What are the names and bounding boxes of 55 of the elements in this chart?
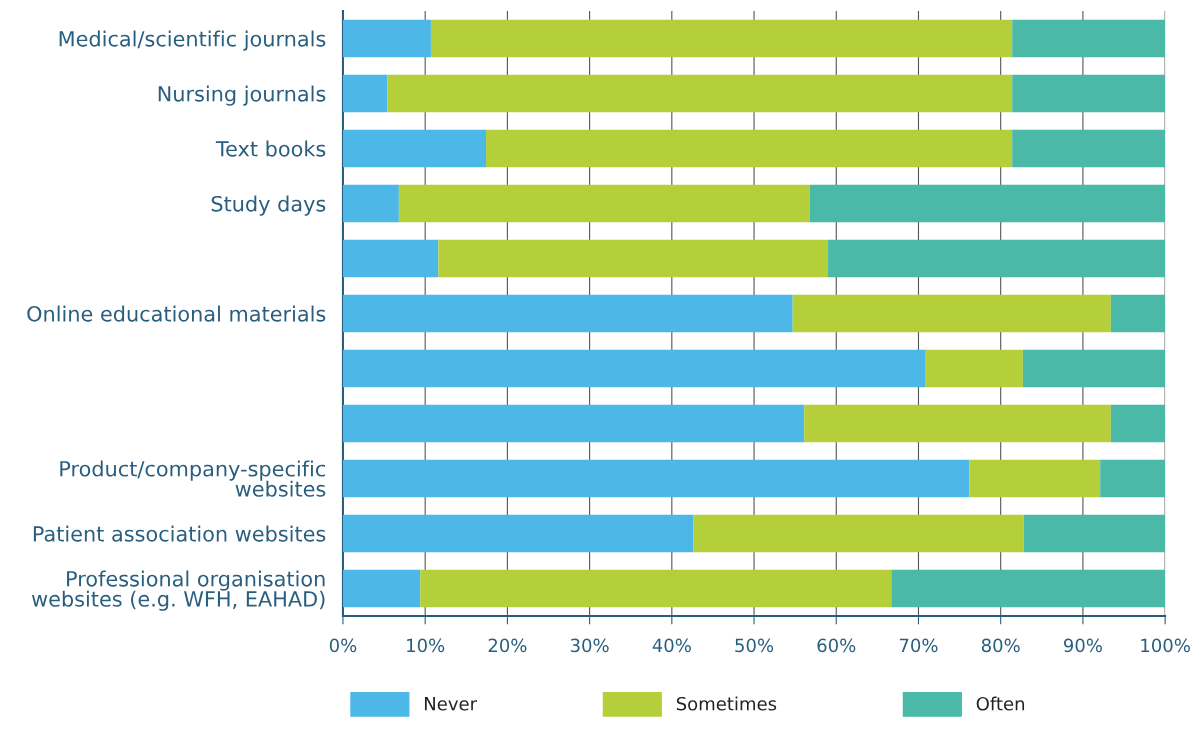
bar (342, 239, 439, 278)
x-tick-label: 80% (981, 638, 1020, 653)
y-tick-label: Product/company-specific websites (60, 460, 326, 497)
y-tick-label: Medical/scientific journals (59, 30, 326, 51)
bar (969, 459, 1101, 498)
bar (398, 184, 810, 223)
bar (828, 239, 1166, 278)
bar (1022, 349, 1166, 388)
legend-label: Sometimes (676, 696, 777, 711)
bar (693, 514, 1024, 553)
bar (486, 129, 1013, 168)
bar (387, 74, 1013, 113)
bar (430, 19, 1013, 58)
x-tick-label: 20% (488, 638, 527, 653)
bar (1012, 129, 1166, 168)
x-tick-label: 40% (652, 638, 691, 653)
y-tick-label: Text books (215, 140, 326, 157)
y-tick-label: Online educational materials (27, 305, 326, 322)
bar (792, 294, 1111, 333)
bar (342, 404, 805, 443)
bar (342, 129, 487, 168)
y-tick-label: Study days (211, 195, 326, 216)
y-tick-label: Nursing journals (158, 85, 326, 106)
bar (1110, 294, 1166, 333)
bar (925, 349, 1023, 388)
bar (1023, 514, 1166, 553)
x-tick-label: 60% (817, 638, 856, 653)
bar (1110, 404, 1166, 443)
bar (809, 184, 1166, 223)
bar (1012, 19, 1166, 58)
x-tick-label: 70% (899, 638, 938, 653)
x-tick-label: 10% (407, 638, 445, 653)
bar (891, 569, 1166, 608)
y-tick-label: Patient association websites (33, 525, 326, 542)
bar (342, 514, 694, 553)
bar (342, 294, 793, 333)
legend-label: Often (976, 696, 1025, 711)
x-tick-label: 0% (329, 638, 357, 653)
bar (438, 239, 829, 278)
bar (342, 459, 970, 498)
x-tick-label: 50% (735, 638, 774, 653)
y-tick-label: Professional organisation websites (e.g. WFH, EAHAD) (31, 570, 325, 611)
x-tick-label: 90% (1063, 638, 1102, 653)
x-tick-label: 100% (1141, 638, 1190, 653)
bar (1100, 459, 1166, 498)
bar (804, 404, 1111, 443)
bar (420, 569, 892, 608)
bar (342, 349, 926, 388)
bar (1012, 74, 1166, 113)
x-tick-label: 30% (570, 638, 609, 653)
bar (342, 19, 431, 58)
bar (342, 184, 399, 223)
bar (342, 569, 421, 608)
bar (342, 74, 388, 113)
legend-label: Never (424, 697, 478, 711)
